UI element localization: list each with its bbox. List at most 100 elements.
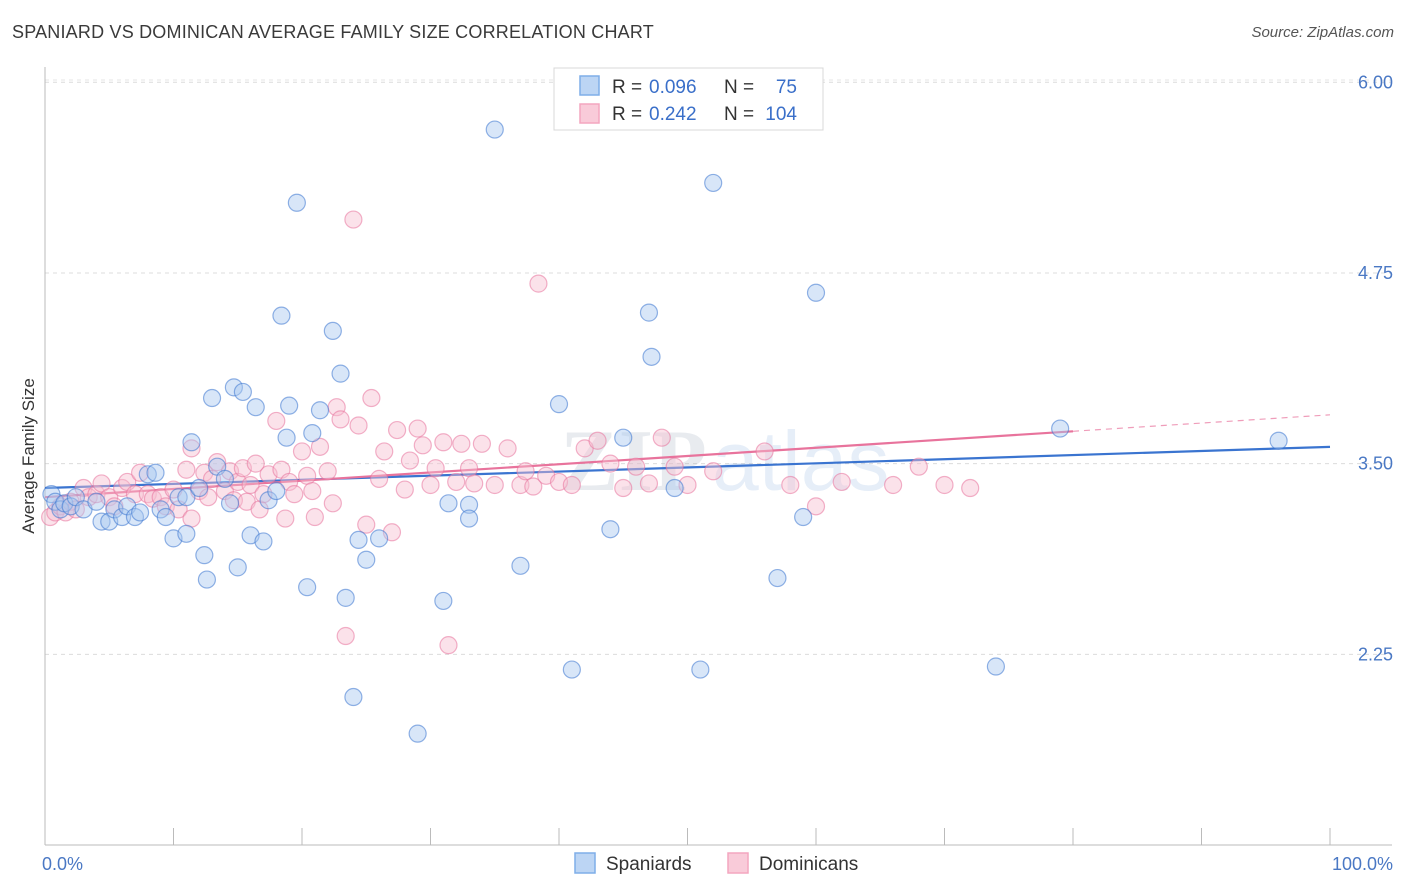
dominicans-point-24 (182, 509, 201, 528)
dominicans-point-87 (588, 431, 607, 450)
legend-n-label-1: N = (724, 77, 754, 98)
dominicans-point-78 (498, 439, 517, 458)
spaniards-point-18 (156, 507, 175, 527)
dominicans-point-88 (601, 454, 620, 473)
dominicans-point-45 (285, 485, 304, 504)
spaniards-point-60 (549, 395, 569, 414)
series-spaniards (42, 120, 1288, 743)
spaniards-point-58 (485, 120, 504, 139)
dominicans-point-50 (310, 437, 330, 456)
dominicans-point-70 (434, 433, 453, 452)
spaniards-point-8 (92, 512, 111, 531)
spaniards-point-14 (130, 503, 150, 522)
dominicans-point-73 (452, 434, 471, 453)
spaniards-point-36 (254, 532, 273, 551)
dominicans-point-102 (935, 475, 954, 495)
spaniards-point-65 (642, 347, 661, 366)
dominicans-point-29 (208, 453, 227, 472)
spaniards-point-72 (986, 657, 1006, 676)
chart-title: SPANIARD VS DOMINICAN AVERAGE FAMILY SIZ… (12, 22, 654, 42)
spaniards-point-54 (434, 591, 453, 611)
spaniards-point-44 (303, 424, 322, 443)
spaniards-point-22 (177, 488, 196, 507)
dominicans-point-71 (439, 636, 458, 655)
spaniards-point-51 (357, 550, 376, 569)
x-tick-label-1: 100.0% (1332, 854, 1393, 874)
dominicans-point-23 (182, 439, 201, 458)
dominicans-point-97 (781, 475, 800, 495)
dominicans-point-72 (447, 472, 466, 492)
dominicans-point-103 (961, 478, 980, 498)
spaniards-point-52 (370, 529, 389, 548)
y-tick-label-1: 3.50 (1358, 454, 1393, 474)
dominicans-point-37 (246, 454, 265, 473)
dominicans-point-91 (639, 474, 659, 493)
dominicans-point-36 (241, 475, 260, 495)
spaniards-point-7 (87, 492, 106, 511)
dominicans-point-98 (806, 497, 826, 516)
dominicans-point-55 (336, 626, 355, 646)
spaniards-point-21 (177, 524, 196, 543)
spaniards-point-46 (323, 321, 342, 341)
dominicans-point-89 (614, 478, 633, 498)
dominicans-point-56 (344, 210, 363, 229)
spaniards-point-69 (768, 568, 787, 588)
dominicans-point-69 (426, 459, 445, 478)
spaniards-point-68 (704, 173, 723, 193)
dominicans-point-96 (755, 442, 774, 461)
dominicans-point-66 (408, 419, 427, 438)
dominicans-point-80 (516, 462, 535, 481)
grid-lines (45, 79, 1392, 655)
x-tick-labels: 0.0% 100.0% (42, 854, 1393, 874)
dominicans-point-54 (331, 410, 350, 429)
spaniards-point-70 (794, 507, 813, 527)
spaniards-point-33 (233, 382, 252, 402)
dominicans-point-76 (472, 434, 491, 453)
dominicans-point-51 (318, 462, 337, 481)
spaniards-point-67 (691, 660, 710, 679)
dominicans-trend-line-extension (1072, 414, 1331, 432)
dominicans-point-43 (276, 509, 295, 528)
spaniards-point-23 (182, 433, 201, 452)
y-axis-title: Average Family Size (19, 378, 38, 534)
dominicans-point-52 (323, 494, 342, 513)
spaniards-point-66 (665, 478, 684, 498)
dominicans-point-85 (562, 475, 581, 495)
dominicans-point-58 (357, 515, 376, 534)
dominicans-point-81 (524, 477, 543, 496)
spaniards-point-49 (344, 687, 363, 707)
chart-source: Source: ZipAtlas.com (1251, 24, 1394, 41)
legend-r-label-2: R = (612, 104, 642, 125)
bottom-legend: Spaniards Dominicans (574, 852, 858, 875)
legend-n-label-2: N = (724, 104, 754, 125)
dominicans-point-49 (305, 507, 324, 527)
spaniards-point-11 (112, 507, 132, 527)
spaniards-trend-line (44, 445, 1331, 490)
legend-r-label-1: R = (612, 77, 642, 98)
dominicans-point-22 (177, 460, 196, 479)
dominicans-point-90 (626, 457, 646, 476)
spaniards-point-71 (806, 283, 826, 302)
legend-n-value-1: 75 (776, 77, 797, 98)
dominicans-point-61 (375, 442, 394, 461)
dominicans-point-57 (349, 416, 368, 435)
y-tick-label-0: 2.25 (1358, 644, 1393, 664)
spaniards-point-74 (1269, 431, 1288, 450)
legend-swatch-spaniards (579, 75, 600, 96)
dominicans-point-101 (909, 457, 928, 476)
legend-box: R = 0.096 N = 75 R = 0.242 N = 104 (553, 67, 824, 131)
dominicans-point-82 (529, 274, 548, 293)
dominicans-point-9 (92, 474, 111, 493)
dominicans-point-48 (303, 481, 322, 501)
spaniards-point-39 (272, 306, 291, 325)
spaniards-point-31 (224, 378, 243, 397)
bottom-legend-label-dominicans: Dominicans (759, 854, 858, 875)
spaniards-point-15 (138, 465, 157, 484)
dominicans-point-100 (883, 475, 903, 495)
spaniards-point-41 (280, 396, 299, 415)
spaniards-point-40 (277, 428, 296, 447)
spaniards-point-61 (562, 660, 581, 679)
dominicans-point-63 (387, 420, 407, 440)
spaniards-point-56 (459, 495, 479, 514)
